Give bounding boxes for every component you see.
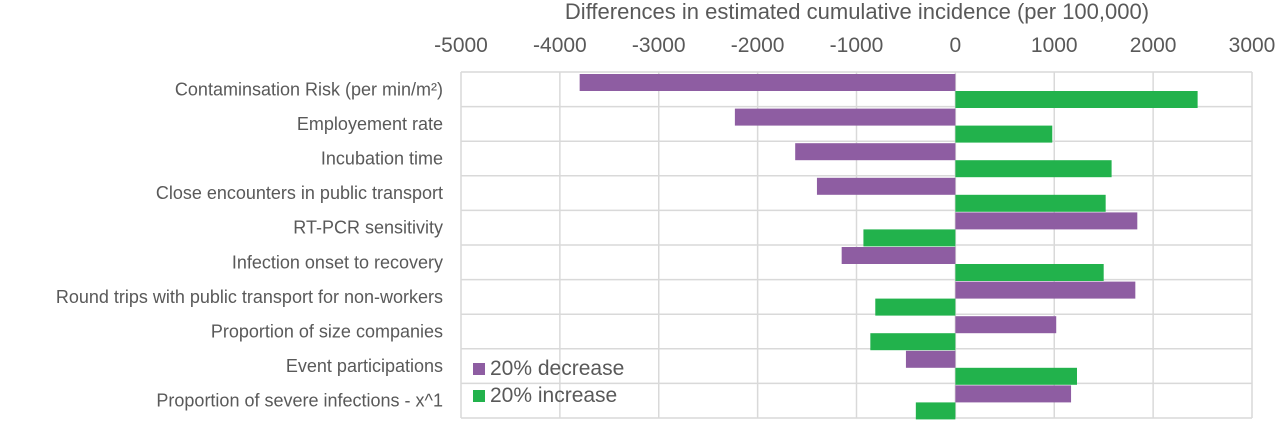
category-label: Infection onset to recovery — [232, 252, 443, 272]
bar-decrease — [955, 281, 1136, 299]
bar-increase — [870, 333, 956, 351]
x-tick-label: 0 — [950, 34, 962, 57]
bar-increase — [955, 91, 1198, 108]
x-tick-label: -5000 — [434, 34, 488, 57]
bar-increase — [955, 125, 1053, 143]
bar-increase — [863, 229, 956, 247]
bar-decrease — [841, 247, 956, 264]
x-tick-label: -1000 — [830, 34, 884, 57]
category-label: Proportion of size companies — [211, 322, 443, 342]
category-label: Event participations — [286, 356, 443, 376]
bar-decrease — [795, 143, 956, 161]
x-tick-label: -3000 — [632, 34, 686, 57]
x-axis-ticks: -5000 -4000 -3000 -2000 -1000 0 1000 2000 3000 — [434, 34, 1275, 57]
bar-decrease — [734, 108, 956, 126]
bar-decrease — [955, 385, 1072, 403]
x-tick-label: -2000 — [731, 34, 785, 57]
category-label: Proportion of severe infections - x^1 — [156, 391, 443, 411]
x-tick-label: 2000 — [1130, 34, 1177, 57]
bar-increase — [955, 367, 1077, 385]
category-labels: Contaminsation Risk (per min/m²) Employem… — [56, 79, 443, 410]
legend: 20% decrease 20% increase — [473, 357, 624, 407]
bar-decrease — [816, 177, 956, 195]
x-tick-label: 1000 — [1031, 34, 1078, 57]
bar-increase — [915, 402, 956, 420]
bar-decrease — [579, 74, 956, 91]
plot-area — [460, 71, 1253, 420]
legend-label-increase: 20% increase — [490, 384, 617, 407]
bar-decrease — [955, 316, 1057, 334]
x-tick-label: 3000 — [1229, 34, 1276, 57]
bar-increase — [955, 194, 1106, 212]
category-label: Close encounters in public transport — [156, 183, 443, 203]
bar-increase — [955, 264, 1104, 281]
category-label: RT-PCR sensitivity — [293, 218, 443, 238]
category-label: Employement rate — [297, 114, 443, 134]
category-label: Round trips with public transport for no… — [56, 287, 443, 307]
legend-label-decrease: 20% decrease — [490, 357, 624, 380]
bar-increase — [875, 298, 956, 316]
x-axis-title: Differences in estimated cumulative inci… — [565, 0, 1149, 24]
bar-increase — [955, 160, 1112, 178]
legend-swatch-increase — [473, 390, 485, 402]
category-label: Contaminsation Risk (per min/m²) — [175, 79, 443, 99]
x-tick-label: -4000 — [533, 34, 587, 57]
legend-swatch-decrease — [473, 363, 485, 375]
bar-decrease — [905, 350, 956, 368]
category-label: Incubation time — [321, 149, 443, 169]
bar-decrease — [955, 212, 1138, 230]
